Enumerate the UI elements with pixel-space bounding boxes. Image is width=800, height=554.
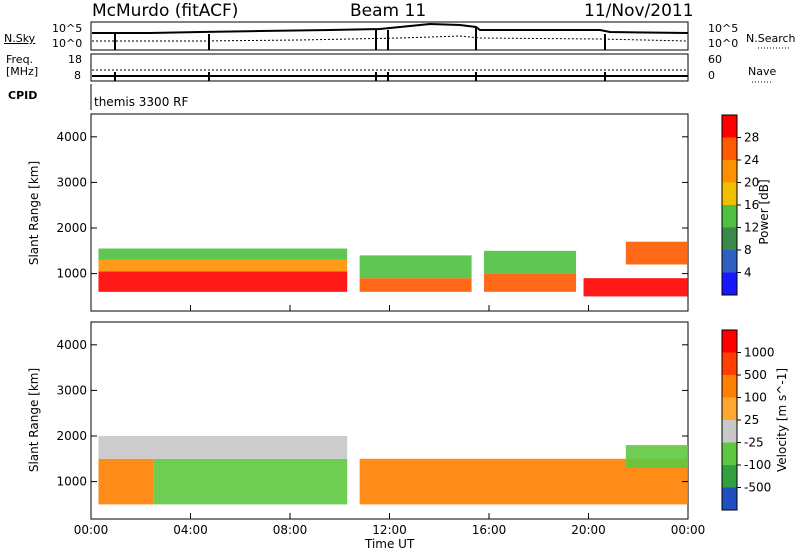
noise-right-tick-top: 10^5 xyxy=(708,22,739,35)
colorbar-tick-label: -500 xyxy=(744,481,771,495)
colorbar-segment xyxy=(722,227,737,250)
xtick-label: 20:00 xyxy=(571,523,606,537)
colorbar-tick-label: 1000 xyxy=(744,346,775,360)
ytick-label: 2000 xyxy=(56,221,87,235)
colorbar-segment xyxy=(722,182,737,205)
colorbar-segment xyxy=(722,352,737,375)
ytick-label: 1000 xyxy=(56,267,87,281)
freq-left-tick-bottom: 8 xyxy=(74,69,81,82)
colorbar-tick-label: 12 xyxy=(744,221,759,235)
data-band xyxy=(98,259,348,272)
ytick-label: 3000 xyxy=(56,175,87,189)
colorbar-segment xyxy=(722,115,737,138)
noise-sky-label: N.Sky xyxy=(4,32,36,45)
data-band xyxy=(625,241,688,265)
xtick-label: 08:00 xyxy=(273,523,308,537)
xtick-label: 16:00 xyxy=(472,523,507,537)
data-band xyxy=(484,273,577,292)
colorbar-segment xyxy=(722,330,737,353)
xtick-label: 12:00 xyxy=(372,523,407,537)
ytick-label: 4000 xyxy=(56,130,87,144)
noise-right-tick-bottom: 10^0 xyxy=(708,37,739,50)
colorbar-tick-label: 100 xyxy=(744,391,767,405)
cpid-text: themis 3300 RF xyxy=(94,95,189,109)
station-title: McMurdo (fitACF) xyxy=(92,1,239,21)
colorbar-segment xyxy=(722,465,737,488)
nave-right-tick-bottom: 0 xyxy=(708,69,715,82)
noise-left-tick-top: 10^5 xyxy=(52,22,83,35)
colorbar-segment xyxy=(722,137,737,160)
time-xticks: 00:00 04:00 08:00 12:00 16:00 20:00 00:00 xyxy=(74,305,706,537)
xtick-label: 00:00 xyxy=(74,523,109,537)
data-band xyxy=(359,278,472,292)
noise-panel xyxy=(90,21,689,51)
data-band xyxy=(98,458,154,505)
power-heatmap xyxy=(98,241,688,297)
data-band xyxy=(359,255,472,279)
colorbar-tick-label: 20 xyxy=(744,176,759,190)
data-band xyxy=(583,278,688,297)
cpid-label: CPID xyxy=(8,89,38,102)
ytick-label: 2000 xyxy=(56,429,87,443)
colorbar-segment xyxy=(722,272,737,295)
beam-title: Beam 11 xyxy=(350,1,427,21)
colorbar-tick-label: 24 xyxy=(744,153,759,167)
colorbar-segment xyxy=(722,487,737,510)
colorbar-segment xyxy=(722,442,737,465)
velocity-yticks: 1000 2000 3000 4000 xyxy=(56,338,688,489)
colorbar-tick-label: 4 xyxy=(744,266,752,280)
data-band xyxy=(625,445,688,468)
power-colorbar: 4 8 12 16 20 24 28 xyxy=(721,114,759,296)
noise-search-label: N.Search xyxy=(746,32,796,45)
colorbar-tick-label: -25 xyxy=(744,436,764,450)
colorbar-segment xyxy=(722,375,737,398)
data-band xyxy=(153,458,348,505)
freq-label-1: Freq. xyxy=(6,53,34,66)
velocity-colorbar: 1000 500 100 25 -25 -100 -500 xyxy=(721,329,775,511)
nave-label: Nave xyxy=(748,65,777,78)
colorbar-tick-label: -100 xyxy=(744,458,771,472)
data-band xyxy=(98,436,348,459)
colorbar-tick-label: 8 xyxy=(744,243,752,257)
freq-left-tick-top: 18 xyxy=(68,53,82,66)
data-band xyxy=(484,250,577,274)
ytick-label: 1000 xyxy=(56,475,87,489)
ytick-label: 3000 xyxy=(56,383,87,397)
noise-gap-markers xyxy=(114,28,606,50)
noise-left-tick-bottom: 10^0 xyxy=(52,37,83,50)
freq-label-2: [MHz] xyxy=(6,65,39,78)
xtick-label: 00:00 xyxy=(671,523,706,537)
colorbar-segment xyxy=(722,205,737,228)
power-yticks: 1000 2000 3000 4000 xyxy=(56,130,688,281)
colorbar-segment xyxy=(722,160,737,183)
colorbar-segment xyxy=(722,420,737,443)
freq-panel xyxy=(90,53,689,82)
velocity-heatmap xyxy=(98,436,688,505)
data-band xyxy=(98,271,348,292)
ytick-label: 4000 xyxy=(56,338,87,352)
colorbar-tick-label: 16 xyxy=(744,198,759,212)
time-xlabel: Time UT xyxy=(365,537,415,551)
colorbar-segment xyxy=(722,397,737,420)
data-band xyxy=(98,248,348,260)
nave-right-tick-top: 60 xyxy=(708,53,722,66)
colorbar-tick-label: 25 xyxy=(744,413,759,427)
date-title: 11/Nov/2011 xyxy=(584,1,694,21)
colorbar-segment xyxy=(722,250,737,273)
colorbar-tick-label: 500 xyxy=(744,368,767,382)
xtick-label: 04:00 xyxy=(173,523,208,537)
colorbar-tick-label: 28 xyxy=(744,131,759,145)
